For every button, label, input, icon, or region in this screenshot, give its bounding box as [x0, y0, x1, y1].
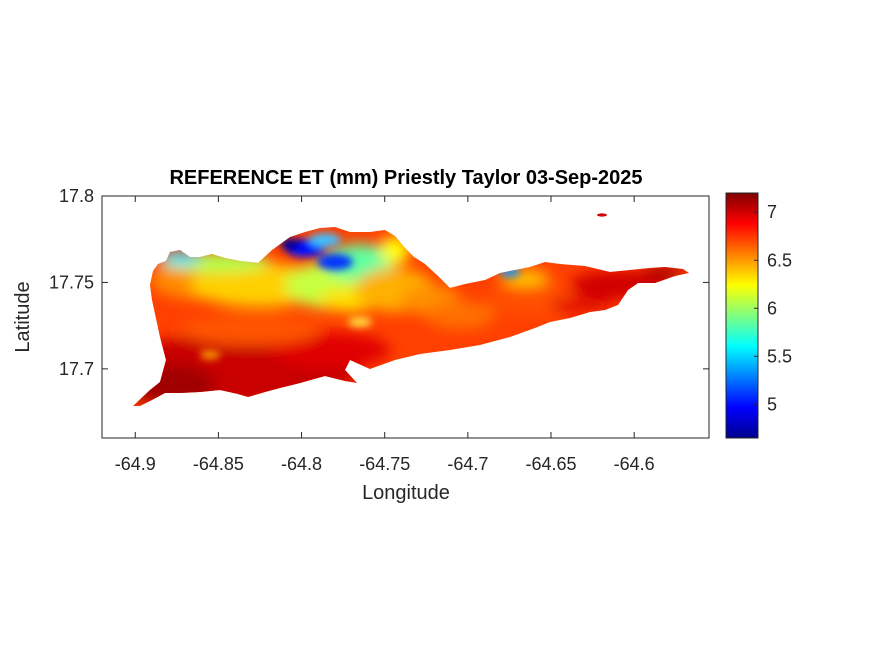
colorbar	[725, 192, 759, 439]
x-axis-ticks: -64.9 -64.85 -64.8 -64.75 -64.7 -64.65 -64.6	[115, 196, 655, 474]
colorbar-tick-label: 7	[767, 202, 777, 222]
x-tick-label: -64.7	[447, 454, 488, 474]
x-tick-label: -64.65	[525, 454, 576, 474]
x-tick-label: -64.75	[359, 454, 410, 474]
y-tick-label: 17.7	[59, 359, 94, 379]
colorbar-tick-label: 5.5	[767, 346, 792, 366]
colorbar-tick-label: 6.5	[767, 250, 792, 270]
colorbar-tick-label: 6	[767, 298, 777, 318]
x-tick-label: -64.6	[614, 454, 655, 474]
x-axis-label: Longitude	[362, 482, 450, 504]
y-axis-label: Latitude	[12, 281, 34, 352]
x-tick-label: -64.85	[193, 454, 244, 474]
y-axis-ticks: 17.7 17.75 17.8	[49, 186, 709, 379]
colorbar-ticks: 5 5.5 6 6.5 7	[754, 202, 792, 414]
colorbar-tick-label: 5	[767, 394, 777, 414]
chart-title: REFERENCE ET (mm) Priestly Taylor 03-Sep…	[169, 167, 642, 189]
islet-patch	[597, 213, 607, 217]
y-tick-label: 17.75	[49, 272, 94, 292]
x-tick-label: -64.9	[115, 454, 156, 474]
y-tick-label: 17.8	[59, 186, 94, 206]
x-tick-label: -64.8	[281, 454, 322, 474]
